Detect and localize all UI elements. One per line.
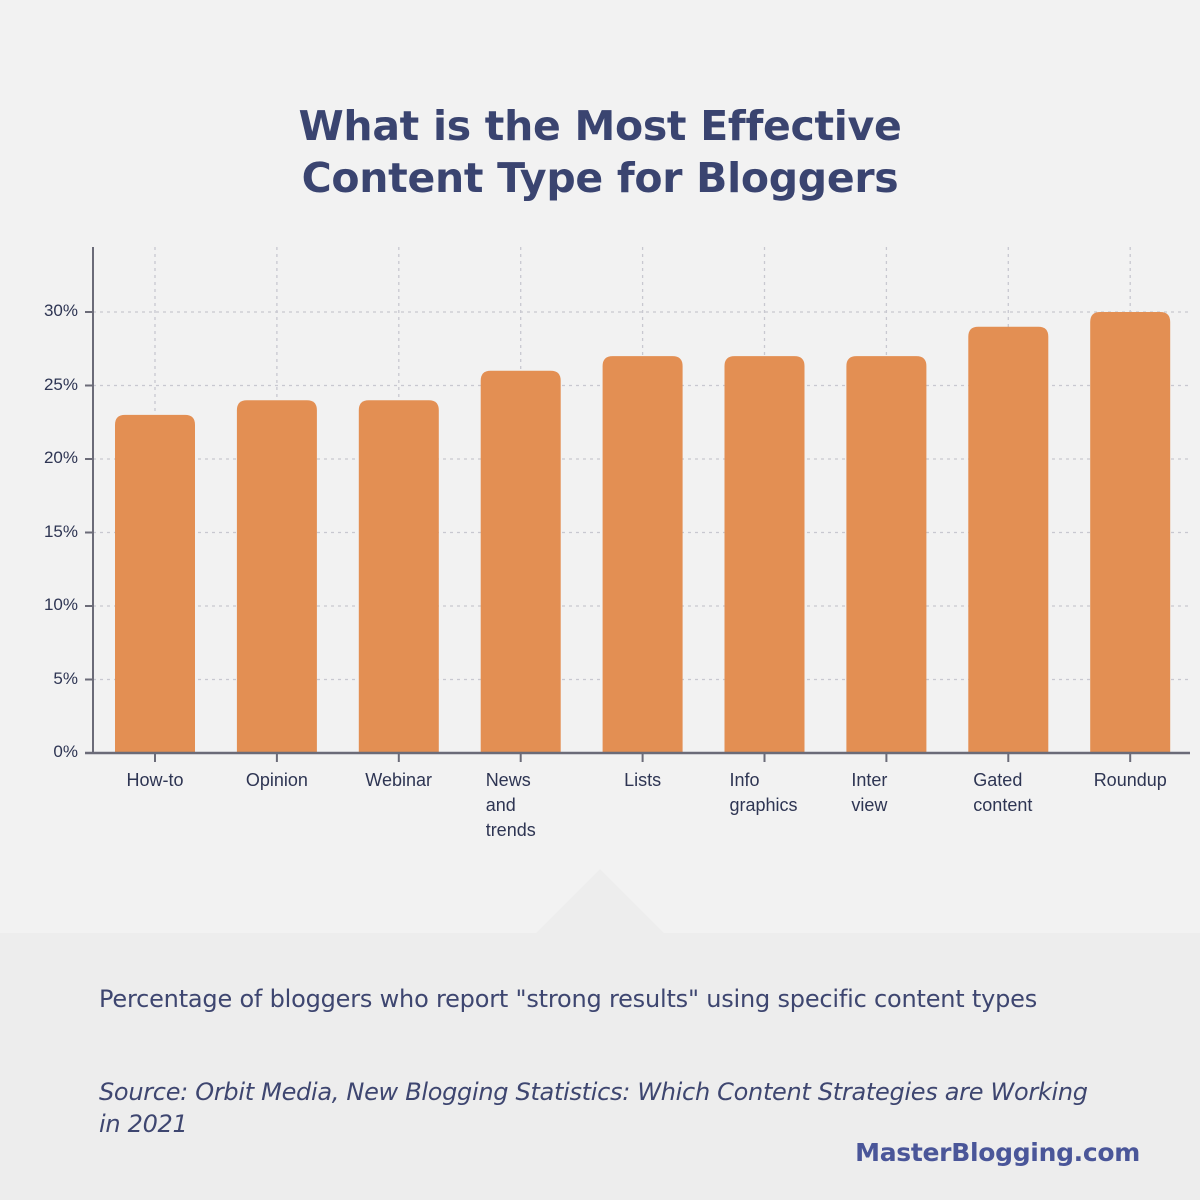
- x-category-label: Info graphics: [729, 770, 798, 815]
- panel-pointer-triangle: [536, 869, 664, 933]
- title-line-1: What is the Most Effective: [298, 102, 902, 150]
- x-category-label: How-to: [126, 770, 184, 790]
- bar-roundup: [1090, 312, 1171, 753]
- caption-panel: [0, 933, 1200, 1200]
- bar-how-to: [115, 414, 195, 753]
- bar-info-graphics: [724, 356, 805, 753]
- bar-opinion: [236, 400, 317, 753]
- x-category-label: Opinion: [245, 770, 308, 790]
- chart-title: What is the Most Effective Content Type …: [0, 100, 1200, 204]
- x-category-label: Roundup: [1093, 770, 1167, 790]
- y-tick-label: 20%: [43, 448, 78, 467]
- y-tick-label: 15%: [43, 521, 78, 541]
- bar-news-and-trends: [480, 370, 561, 753]
- x-category-label: Inter view: [851, 770, 888, 815]
- chart-plot-area: [85, 247, 1190, 762]
- y-tick-label: 0%: [53, 742, 78, 761]
- x-category-label: Webinar: [365, 770, 432, 790]
- bar-inter-view: [846, 356, 927, 753]
- x-category-label: Gated content: [973, 770, 1033, 815]
- y-tick-label: 5%: [53, 668, 78, 688]
- bar-webinar: [358, 400, 439, 753]
- title-line-2: Content Type for Bloggers: [301, 154, 899, 202]
- source-citation: Source: Orbit Media, New Blogging Statis…: [99, 1078, 1088, 1138]
- chart-subtitle: Percentage of bloggers who report "stron…: [99, 985, 1038, 1013]
- y-tick-label: 25%: [43, 374, 78, 394]
- y-tick-label: 30%: [43, 301, 78, 320]
- x-category-label: News and trends: [485, 770, 536, 840]
- bar-lists: [602, 356, 683, 753]
- brand-logo-text: MasterBlogging.com: [855, 1138, 1140, 1167]
- bar-chart: 0% 5% 10% 15% 20% 25% 30% How-to Opinion Webinar…: [43, 247, 1190, 840]
- y-tick-label: 10%: [43, 595, 78, 614]
- x-category-label: Lists: [624, 770, 662, 790]
- bar-gated-content: [968, 326, 1049, 753]
